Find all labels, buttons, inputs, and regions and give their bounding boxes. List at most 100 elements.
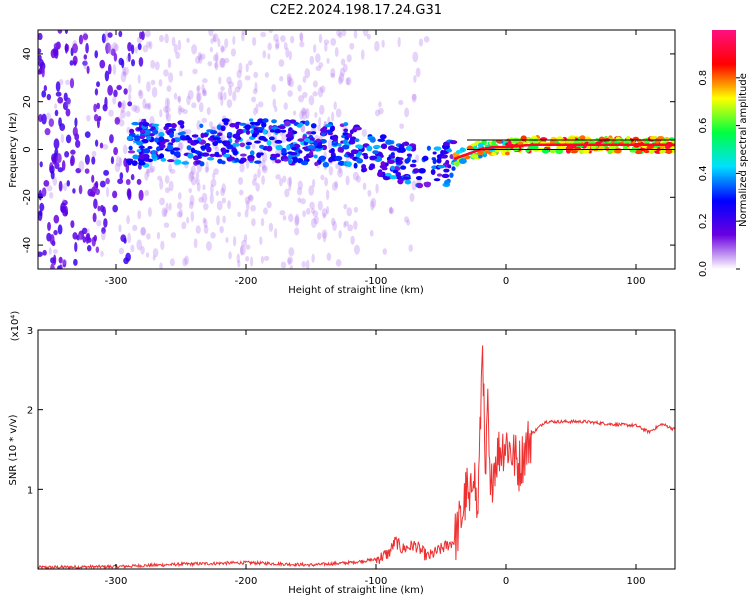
- noise-cell: [369, 229, 374, 237]
- noise-cell: [66, 180, 71, 187]
- signal-cell: [274, 128, 282, 134]
- signal-cell: [477, 150, 484, 156]
- noise-cell: [382, 248, 388, 255]
- signal-cell: [275, 144, 283, 151]
- signal-cell: [226, 131, 233, 137]
- noise-cell: [389, 206, 393, 214]
- signal-cell: [151, 149, 156, 155]
- signal-cell: [354, 138, 360, 143]
- noise-cell: [65, 79, 70, 86]
- signal-cell: [271, 119, 277, 124]
- signal-cell: [233, 133, 240, 139]
- noise-cell: [226, 99, 233, 108]
- noise-cell: [271, 84, 277, 93]
- noise-cell: [60, 133, 65, 144]
- noise-cell: [122, 144, 128, 155]
- noise-cell: [282, 215, 287, 221]
- noise-cell: [328, 165, 334, 176]
- noise-cell: [195, 171, 200, 180]
- signal-cell: [402, 176, 411, 180]
- noise-cell: [103, 218, 108, 228]
- noise-cell: [171, 36, 176, 47]
- signal-cell: [206, 146, 212, 153]
- noise-cell: [146, 81, 151, 92]
- noise-cell: [85, 42, 89, 54]
- noise-cell: [146, 233, 151, 240]
- colorbar-tick-label: 0.0: [698, 261, 709, 277]
- noise-cell: [301, 111, 308, 120]
- noise-cell: [168, 202, 172, 211]
- noise-cell: [266, 201, 272, 209]
- signal-cell: [400, 165, 407, 170]
- signal-cell: [361, 168, 366, 173]
- signal-cell: [249, 124, 256, 129]
- noise-cell: [165, 202, 169, 214]
- noise-cell: [44, 128, 51, 136]
- noise-cell: [108, 109, 114, 117]
- signal-cell: [347, 153, 353, 157]
- signal-cell: [207, 156, 215, 161]
- snr-scale-label: (x10⁴): [10, 311, 21, 342]
- signal-cell: [304, 120, 310, 127]
- snr-plot-area: [38, 330, 675, 569]
- noise-cell: [204, 166, 210, 174]
- noise-cell: [321, 229, 328, 239]
- signal-cell: [286, 137, 292, 142]
- noise-cell: [300, 198, 306, 205]
- signal-cell: [318, 155, 327, 161]
- noise-cell: [83, 54, 88, 60]
- noise-cell: [54, 103, 58, 109]
- noise-cell: [343, 221, 347, 229]
- noise-cell: [91, 156, 96, 165]
- noise-cell: [57, 96, 64, 104]
- noise-cell: [255, 103, 259, 114]
- signal-cell: [225, 140, 231, 147]
- signal-cell: [262, 129, 268, 135]
- noise-cell: [318, 33, 323, 44]
- x-tick-label: 0: [503, 276, 509, 287]
- noise-cell: [164, 187, 170, 194]
- noise-cell: [278, 59, 285, 67]
- noise-cell: [311, 253, 315, 263]
- signal-cell: [254, 140, 261, 144]
- noise-cell: [366, 33, 371, 40]
- signal-cell: [156, 146, 161, 152]
- noise-cell: [164, 97, 169, 109]
- noise-cell: [167, 58, 172, 69]
- signal-cell: [209, 130, 218, 135]
- x-tick-label: -200: [235, 276, 258, 287]
- noise-cell: [39, 202, 45, 212]
- noise-cell: [157, 175, 163, 181]
- noise-cell: [38, 189, 43, 201]
- signal-cell: [154, 137, 160, 143]
- noise-cell: [245, 63, 249, 73]
- noise-cell: [52, 248, 58, 255]
- noise-cell: [65, 108, 71, 117]
- noise-cell: [38, 69, 42, 75]
- noise-cell: [81, 227, 88, 235]
- noise-cell: [302, 76, 307, 83]
- noise-cell: [297, 197, 302, 203]
- noise-cell: [168, 163, 172, 172]
- signal-cell: [368, 165, 374, 171]
- signal-cell: [328, 157, 333, 163]
- signal-cell: [504, 151, 510, 156]
- noise-cell: [239, 189, 244, 196]
- noise-cell: [102, 144, 109, 150]
- signal-cell: [274, 139, 283, 144]
- noise-cell: [45, 112, 51, 120]
- signal-cell: [347, 133, 353, 138]
- noise-cell: [215, 52, 219, 63]
- noise-cell: [57, 167, 64, 173]
- noise-cell: [93, 198, 98, 209]
- signal-cell: [298, 149, 303, 154]
- y-tick-label: 20: [22, 95, 33, 108]
- signal-cell: [454, 160, 460, 167]
- signal-cell: [280, 129, 287, 133]
- signal-cell: [423, 181, 431, 188]
- noise-cell: [234, 86, 241, 93]
- snr-series-line: [38, 345, 675, 569]
- noise-cell: [181, 221, 187, 230]
- noise-cell: [267, 53, 271, 60]
- noise-cell: [217, 91, 223, 100]
